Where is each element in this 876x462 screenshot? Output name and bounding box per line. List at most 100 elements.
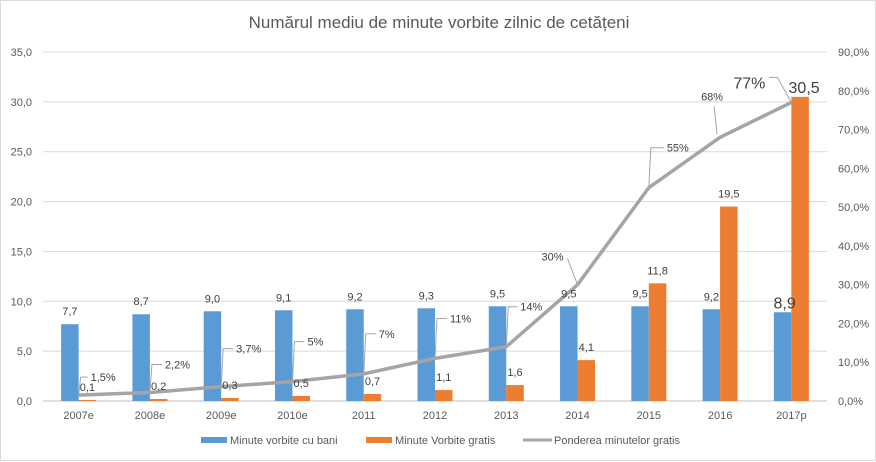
leader-line: [648, 147, 664, 188]
bar-paid-minutes: [631, 306, 649, 401]
label-free-share: 30%: [542, 252, 564, 264]
label-free-share: 2,2%: [165, 359, 190, 371]
label-paid-minutes: 8,9: [773, 295, 795, 312]
bar-paid-minutes: [274, 310, 293, 401]
y-right-tick-label: 70,0%: [838, 125, 869, 137]
bar-paid-minutes: [773, 312, 792, 401]
label-paid-minutes: 9,0: [205, 293, 220, 305]
bar-paid-minutes: [346, 309, 364, 401]
bar-free-minutes: [221, 398, 239, 401]
label-paid-minutes: 8,7: [134, 296, 149, 308]
x-tick-label: 2017p: [776, 410, 807, 422]
label-free-share: 7%: [379, 329, 395, 341]
y-axis-left: 0,0 5,0 10,0 15,0 20,0 25,0 30,0 35,0: [11, 47, 32, 408]
leader-line: [713, 106, 718, 135]
x-tick-label: 2008e: [135, 410, 166, 422]
bar-paid-minutes: [702, 309, 721, 401]
bar-free-minutes: [648, 283, 667, 401]
x-tick-label: 2011: [352, 410, 376, 422]
label-free-share: 11%: [450, 313, 471, 325]
x-tick-label: 2009e: [206, 410, 237, 422]
label-free-share: 5%: [307, 337, 323, 349]
bar-free-minutes: [78, 400, 97, 401]
y-right-tick-label: 10,0%: [838, 357, 869, 369]
label-free-minutes: 1,1: [436, 372, 451, 384]
y-right-tick-label: 80,0%: [838, 86, 869, 98]
label-free-share: 3,7%: [236, 344, 261, 356]
y-axis-right: 0,0% 10,0% 20,0% 30,0% 40,0% 50,0% 60,0% 70,0% 8…: [838, 47, 869, 408]
legend-label-paid: Minute vorbite cu bani: [230, 435, 338, 447]
legend: Minute vorbite cu bani Minute Vorbite gra…: [201, 435, 680, 447]
y-right-tick-label: 20,0%: [838, 318, 869, 330]
legend-label-free: Minute Vorbite gratis: [395, 435, 496, 447]
x-tick-label: 2014: [565, 410, 589, 422]
label-free-minutes: 19,5: [718, 189, 739, 201]
label-paid-minutes: 9,5: [632, 288, 647, 300]
bar-free-minutes: [149, 399, 168, 401]
x-tick-label: 2016: [708, 410, 732, 422]
label-free-share: 55%: [667, 143, 689, 155]
bar-paid-minutes: [417, 308, 435, 401]
bar-paid-minutes: [132, 314, 150, 401]
label-paid-minutes: 9,5: [561, 288, 576, 300]
y-left-tick-label: 25,0: [11, 147, 32, 159]
leader-line: [769, 76, 792, 103]
label-free-share: 77%: [733, 75, 765, 92]
label-free-minutes: 11,8: [647, 265, 668, 277]
x-tick-label: 2007e: [63, 410, 94, 422]
bar-free-minutes: [791, 96, 809, 401]
x-tick-label: 2015: [637, 410, 661, 422]
legend-label-share: Ponderea minutelor gratis: [554, 435, 680, 447]
y-right-tick-label: 90,0%: [838, 47, 869, 59]
label-free-minutes: 4,1: [579, 342, 594, 354]
x-tick-label: 2010e: [277, 410, 308, 422]
label-free-minutes: 30,5: [789, 80, 820, 97]
data-labels: 7,70,18,70,29,00,39,10,59,20,79,31,19,51…: [62, 75, 820, 396]
y-left-tick-label: 5,0: [17, 346, 32, 358]
leader-line: [220, 348, 234, 387]
label-free-minutes: 1,6: [507, 367, 522, 379]
label-free-minutes: 0,3: [222, 380, 237, 392]
label-free-share: 1,5%: [91, 372, 116, 384]
y-left-tick-label: 15,0: [11, 246, 32, 258]
label-paid-minutes: 9,5: [490, 288, 505, 300]
y-right-tick-label: 50,0%: [838, 202, 869, 214]
y-right-tick-label: 30,0%: [838, 280, 869, 292]
bar-paid-minutes: [61, 324, 79, 401]
bar-paid-minutes: [560, 306, 578, 401]
x-axis: 2007e 2008e 2009e 2010e 2011 2012 2013 2014 2015…: [63, 410, 806, 422]
label-paid-minutes: 9,2: [704, 291, 719, 303]
leader-line: [434, 317, 447, 359]
leader-line: [78, 376, 88, 396]
bars: [61, 96, 809, 401]
label-paid-minutes: 9,2: [347, 291, 362, 303]
gridlines: [43, 51, 827, 402]
leader-line: [505, 306, 518, 347]
bar-paid-minutes: [203, 311, 222, 401]
y-left-tick-label: 10,0: [11, 296, 32, 308]
label-free-share: 68%: [701, 91, 723, 103]
y-right-tick-label: 0,0%: [838, 396, 863, 408]
x-tick-label: 2013: [494, 410, 518, 422]
y-left-tick-label: 0,0: [17, 396, 32, 408]
y-right-tick-label: 60,0%: [838, 163, 869, 175]
bar-free-minutes: [363, 394, 382, 401]
leader-line: [291, 341, 305, 382]
bar-free-minutes: [292, 396, 310, 401]
y-right-tick-label: 40,0%: [838, 241, 869, 253]
label-free-minutes: 0,5: [294, 378, 309, 390]
label-paid-minutes: 9,3: [419, 290, 434, 302]
label-free-minutes: 0,7: [365, 376, 380, 388]
bar-free-minutes: [577, 360, 596, 401]
bar-free-minutes: [720, 206, 738, 401]
bar-free-minutes: [435, 390, 453, 401]
legend-swatch-free: [366, 437, 392, 443]
label-free-share: 14%: [520, 302, 542, 314]
leader-line: [149, 363, 162, 393]
y-left-tick-label: 20,0: [11, 197, 32, 209]
chart-title: Numărul mediu de minute vorbite zilnic d…: [249, 13, 630, 32]
y-left-tick-label: 30,0: [11, 97, 32, 109]
label-paid-minutes: 7,7: [62, 306, 77, 318]
